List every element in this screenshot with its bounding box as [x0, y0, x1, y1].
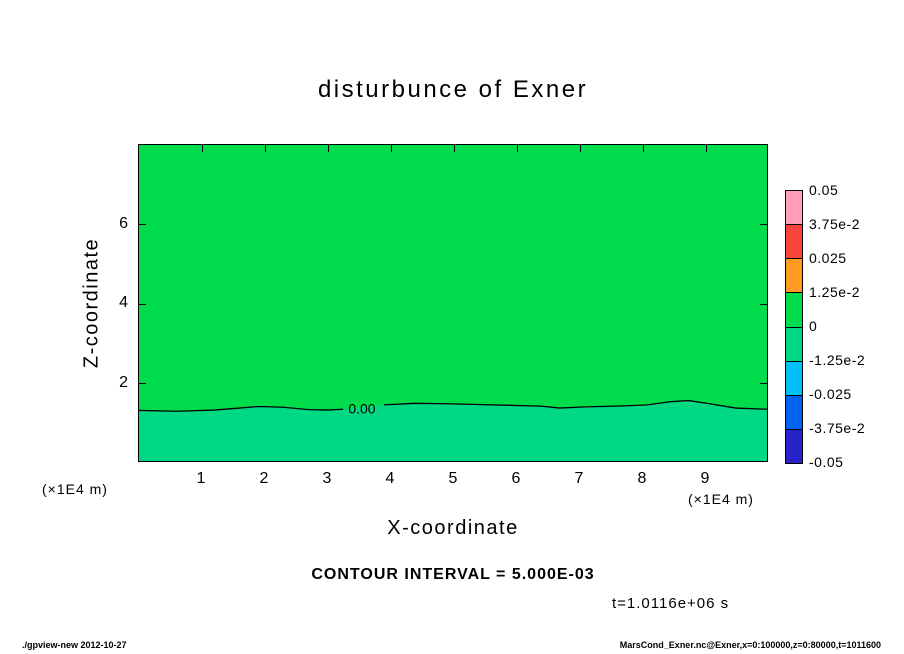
x-tick-mark [201, 145, 203, 152]
colorbar-label: 0.05 [809, 182, 839, 198]
contour-interval-text: CONTOUR INTERVAL = 5.000E-03 [311, 566, 595, 583]
colorbar-segment [786, 191, 802, 225]
x-tick-mark [705, 145, 707, 152]
y-tick-mark [760, 303, 767, 305]
x-tick-label: 4 [385, 470, 395, 487]
colorbar-segment [786, 326, 802, 361]
y-tick-mark [760, 383, 767, 384]
zero-contour-line [139, 405, 344, 412]
x-tick-label: 7 [574, 470, 584, 487]
y-tick-label: 4 [119, 294, 128, 311]
colorbar-segment [786, 394, 802, 429]
x-tick-label: 9 [700, 470, 710, 487]
x-tick-mark [453, 145, 455, 152]
y-tick-label: 6 [119, 214, 128, 232]
y-axis-unit-label: (×1E4 m) [42, 481, 108, 497]
below-zero-fill [139, 400, 767, 461]
x-tick-label: 1 [196, 470, 206, 487]
colorbar-label: -0.05 [809, 454, 844, 470]
y-tick-mark [760, 224, 767, 225]
y-tick-label: 2 [119, 373, 128, 391]
colorbar-segment [786, 258, 802, 293]
x-tick-mark [264, 145, 266, 152]
colorbar-label: 1.25e-2 [809, 284, 860, 300]
x-tick-mark [642, 145, 644, 152]
colorbar-segment [786, 292, 802, 327]
colorbar-label: 0 [809, 318, 818, 334]
footer-left: ./gpview-new 2012-10-27 [22, 640, 127, 650]
plot-area: 0.00 [138, 144, 768, 462]
y-tick-mark [139, 224, 146, 225]
zero-contour-line [383, 399, 767, 410]
colorbar-segment [786, 428, 802, 463]
colorbar-label: 3.75e-2 [809, 216, 860, 232]
x-tick-mark [516, 145, 518, 152]
y-tick-mark [139, 383, 146, 384]
colorbar-segment [786, 224, 802, 259]
plot-title: disturbunce of Exner [317, 76, 589, 103]
x-tick-label: 6 [511, 470, 521, 487]
time-text: t=1.0116e+06 s [612, 595, 730, 612]
x-axis-label: X-coordinate [387, 517, 519, 539]
colorbar-label: -3.75e-2 [809, 420, 866, 436]
colorbar [785, 190, 803, 464]
x-tick-mark [327, 145, 329, 152]
x-tick-label: 2 [259, 470, 269, 487]
x-tick-label: 3 [322, 470, 332, 487]
footer-right: MarsCond_Exner.nc@Exner,x=0:100000,z=0:8… [619, 640, 881, 650]
contour-svg: 0.00 [139, 399, 767, 461]
zero-contour-label: 0.00 [348, 400, 375, 416]
x-tick-mark [579, 145, 581, 152]
colorbar-label: -1.25e-2 [809, 352, 866, 368]
x-tick-label: 8 [637, 470, 647, 487]
colorbar-label: 0.025 [809, 250, 847, 266]
colorbar-label: -0.025 [809, 386, 852, 402]
colorbar-segment [786, 360, 802, 395]
x-tick-label: 5 [448, 470, 458, 487]
x-axis-unit-label: (×1E4 m) [688, 491, 754, 507]
y-tick-mark [139, 303, 146, 305]
x-tick-mark [390, 145, 392, 152]
